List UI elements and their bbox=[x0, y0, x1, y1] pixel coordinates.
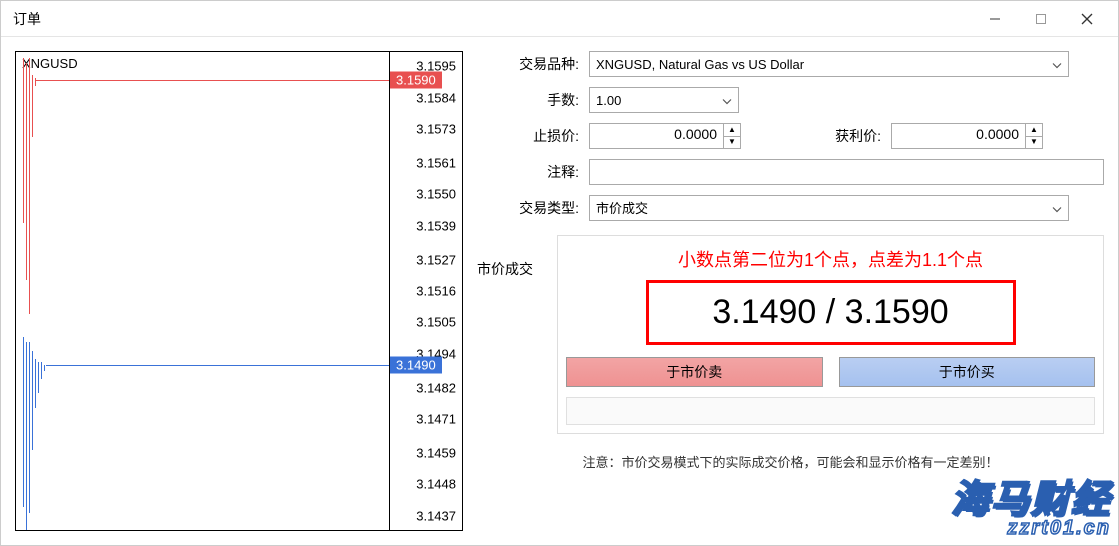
price-tick: 3.1573 bbox=[416, 121, 456, 136]
close-button[interactable] bbox=[1064, 3, 1110, 35]
market-section-label: 市价成交 bbox=[477, 235, 557, 434]
spinner-icon[interactable]: ▲▼ bbox=[723, 123, 741, 149]
price-tick: 3.1527 bbox=[416, 252, 456, 267]
price-tick: 3.1448 bbox=[416, 477, 456, 492]
price-tick: 3.1539 bbox=[416, 218, 456, 233]
window-title: 订单 bbox=[9, 9, 972, 29]
price-tick: 3.1516 bbox=[416, 284, 456, 299]
market-box: 小数点第二位为1个点，点差为1.1个点 3.1490 / 3.1590 于市价卖… bbox=[557, 235, 1104, 434]
spinner-icon[interactable]: ▲▼ bbox=[1025, 123, 1043, 149]
price-tick: 3.1550 bbox=[416, 187, 456, 202]
symbol-label: 交易品种: bbox=[477, 54, 589, 74]
ordertype-label: 交易类型: bbox=[477, 198, 589, 218]
comment-label: 注释: bbox=[477, 162, 589, 182]
minimize-button[interactable] bbox=[972, 3, 1018, 35]
chevron-down-icon bbox=[1052, 57, 1062, 72]
footer-note: 注意：市价交易模式下的实际成交价格，可能会和显示价格有一定差别！ bbox=[477, 452, 1104, 471]
ask-price-marker: 3.1590 bbox=[390, 72, 442, 89]
sell-button[interactable]: 于市价卖 bbox=[566, 357, 823, 387]
price-tick: 3.1437 bbox=[416, 508, 456, 523]
chevron-down-icon bbox=[1052, 201, 1062, 216]
ordertype-select[interactable]: 市价成交 bbox=[589, 195, 1069, 221]
price-tick: 3.1459 bbox=[416, 446, 456, 461]
buy-button[interactable]: 于市价买 bbox=[839, 357, 1096, 387]
bid-ask-display: 3.1490 / 3.1590 bbox=[646, 280, 1016, 345]
price-tick: 3.1561 bbox=[416, 155, 456, 170]
status-bar bbox=[566, 397, 1095, 425]
price-tick: 3.1471 bbox=[416, 412, 456, 427]
price-tick: 3.1584 bbox=[416, 90, 456, 105]
volume-select[interactable]: 1.00 bbox=[589, 87, 739, 113]
maximize-button[interactable] bbox=[1018, 3, 1064, 35]
price-axis: 3.15953.15843.15733.15613.15503.15393.15… bbox=[390, 52, 462, 530]
price-tick: 3.1482 bbox=[416, 380, 456, 395]
stoploss-label: 止损价: bbox=[477, 126, 589, 146]
price-tick: 3.1505 bbox=[416, 315, 456, 330]
bid-price-marker: 3.1490 bbox=[390, 356, 442, 373]
spread-annotation: 小数点第二位为1个点，点差为1.1个点 bbox=[566, 246, 1095, 272]
takeprofit-label: 获利价: bbox=[811, 126, 891, 146]
titlebar: 订单 bbox=[1, 1, 1118, 37]
price-chart: XNGUSD 3.15953.15843.15733.15613.15503.1… bbox=[15, 51, 463, 531]
takeprofit-input[interactable]: 0.0000 ▲▼ bbox=[891, 123, 1043, 149]
order-form: 交易品种: XNGUSD, Natural Gas vs US Dollar 手… bbox=[477, 51, 1104, 531]
chevron-down-icon bbox=[722, 93, 732, 108]
volume-label: 手数: bbox=[477, 90, 589, 110]
comment-input[interactable] bbox=[589, 159, 1104, 185]
stoploss-input[interactable]: 0.0000 ▲▼ bbox=[589, 123, 741, 149]
symbol-select[interactable]: XNGUSD, Natural Gas vs US Dollar bbox=[589, 51, 1069, 77]
